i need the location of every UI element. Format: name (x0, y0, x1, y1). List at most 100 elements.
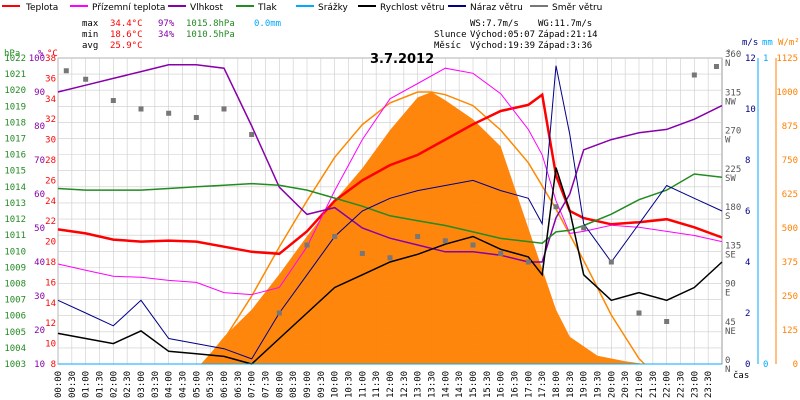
wind-direction-point (83, 76, 89, 82)
tick-label-time: 22:00 (663, 371, 673, 398)
wind-direction-point (442, 238, 448, 244)
tick-label-time: 12:00 (386, 371, 396, 398)
tick-label-time: 15:30 (483, 371, 493, 398)
tick-label-temperature: 34 (45, 95, 56, 105)
tick-label-direction: 270 (725, 127, 741, 137)
stats-max-label: max (82, 19, 99, 29)
tick-label-time: 11:30 (372, 371, 382, 398)
tick-label-pressure: 1010 (4, 247, 26, 257)
tick-label-temperature: 24 (45, 197, 56, 207)
legend-item-tlak: Tlak (236, 3, 278, 13)
wind-direction-point (470, 242, 476, 248)
tick-label-temperature: 22 (45, 217, 56, 227)
tick-label-pressure: 1008 (4, 279, 26, 289)
tick-label-time: 08:30 (289, 371, 299, 398)
wind-direction-point (691, 72, 697, 78)
wind-direction-point (387, 255, 393, 261)
tick-label-time: 17:30 (538, 371, 548, 398)
tick-label-time: 14:00 (441, 371, 451, 398)
tick-label-wind: 8 (745, 156, 750, 166)
tick-label-pressure: 1005 (4, 328, 26, 338)
tick-label-pressure: 1017 (4, 135, 26, 145)
unit-wm2: W/m² (778, 38, 800, 48)
stats-min-humidity: 34% (158, 30, 175, 40)
tick-label-temperature: 30 (45, 136, 56, 146)
stats-max-temp: 34.4°C (110, 19, 143, 29)
tick-label-solar: 1125 (776, 54, 798, 64)
sunrise: Východ:05:07 (470, 30, 535, 40)
tick-label-direction: 90 (725, 280, 736, 290)
tick-label-time: 19:30 (594, 371, 604, 398)
legend-item-naraz-vetru: Náraz větru (448, 3, 523, 13)
unit-mm: mm (762, 38, 773, 48)
series-prizemni-teplota (57, 67, 723, 296)
tick-label-time: 06:30 (234, 371, 244, 398)
tick-label-time: 06:00 (220, 371, 230, 398)
tick-label-pressure: 1014 (4, 183, 26, 193)
tick-label-pressure: 1006 (4, 312, 26, 322)
tick-label-humidity: 10 (34, 360, 45, 370)
stats-min-label: min (82, 30, 98, 40)
legend-label: Rychlost větru (380, 3, 445, 13)
tick-label-direction: 180 (725, 203, 741, 213)
wind-direction-point (138, 106, 144, 112)
tick-label-time: 16:30 (511, 371, 521, 398)
tick-label-time: 05:30 (206, 371, 216, 398)
tick-label-rain: 1 (763, 54, 768, 64)
tick-label-time: 00:30 (68, 371, 78, 398)
tick-label-solar: 0 (793, 360, 798, 370)
tick-label-temperature: 18 (45, 258, 56, 268)
tick-label-time: 19:00 (580, 371, 590, 398)
legend-label: Náraz větru (470, 3, 523, 13)
tick-label-time: 22:30 (677, 371, 687, 398)
unit-time: čas (733, 370, 749, 381)
tick-label-time: 01:00 (82, 371, 92, 398)
tick-label-pressure: 1016 (4, 151, 26, 161)
tick-label-time: 20:00 (607, 371, 617, 398)
tick-label-time: 20:30 (621, 371, 631, 398)
stats-max-rain: 0.0mm (254, 19, 281, 29)
tick-label-temperature: 38 (45, 54, 56, 64)
wind-direction-point (415, 234, 421, 239)
tick-label-wind: 10 (745, 105, 756, 115)
wind-direction-point (110, 98, 116, 103)
legend-label: Směr větru (552, 3, 602, 13)
tick-label-time: 11:00 (358, 371, 368, 398)
tick-label-time: 18:00 (552, 371, 562, 398)
tick-label-time: 08:00 (275, 371, 285, 398)
tick-label-humidity: 20 (34, 326, 45, 336)
legend-label: Teplota (25, 3, 58, 13)
tick-label-temperature: 16 (45, 278, 56, 288)
stats-max-humidity: 97% (158, 19, 175, 29)
tick-label-direction-compass: NW (725, 97, 736, 107)
tick-label-time: 15:00 (469, 371, 479, 398)
tick-label-direction: 0 (725, 356, 730, 366)
tick-label-direction: 45 (725, 318, 736, 328)
tick-label-pressure: 1009 (4, 263, 26, 273)
tick-label-solar: 750 (782, 156, 798, 166)
tick-label-pressure: 1015 (4, 167, 26, 177)
tick-label-time: 04:30 (179, 371, 189, 398)
series-lines (57, 64, 723, 365)
tick-label-pressure: 1011 (4, 231, 26, 241)
wind-direction-point (276, 310, 282, 316)
tick-label-direction-compass: E (725, 289, 730, 299)
wind-direction-point (63, 68, 69, 74)
tick-label-pressure: 1018 (4, 118, 26, 128)
tick-label-direction-compass: SW (725, 174, 736, 184)
tick-label-time: 13:00 (414, 371, 424, 398)
tick-label-time: 01:30 (96, 371, 106, 398)
wind-direction-point (332, 234, 338, 239)
tick-label-pressure: 1020 (4, 86, 26, 96)
tick-label-direction: 135 (725, 241, 741, 251)
series-rychlost-vetru (57, 167, 723, 365)
tick-label-solar: 625 (782, 190, 798, 200)
tick-label-rain: 0 (763, 360, 768, 370)
tick-label-pressure: 1004 (4, 344, 26, 354)
chart-title: 3.7.2012 (370, 52, 434, 67)
tick-label-temperature: 14 (45, 299, 56, 309)
unit-percent: % (38, 49, 44, 59)
legend-item-vlhkost: Vlhkost (168, 3, 223, 13)
tick-label-direction-compass: S (725, 212, 730, 222)
unit-hpa: hPa (4, 49, 20, 59)
